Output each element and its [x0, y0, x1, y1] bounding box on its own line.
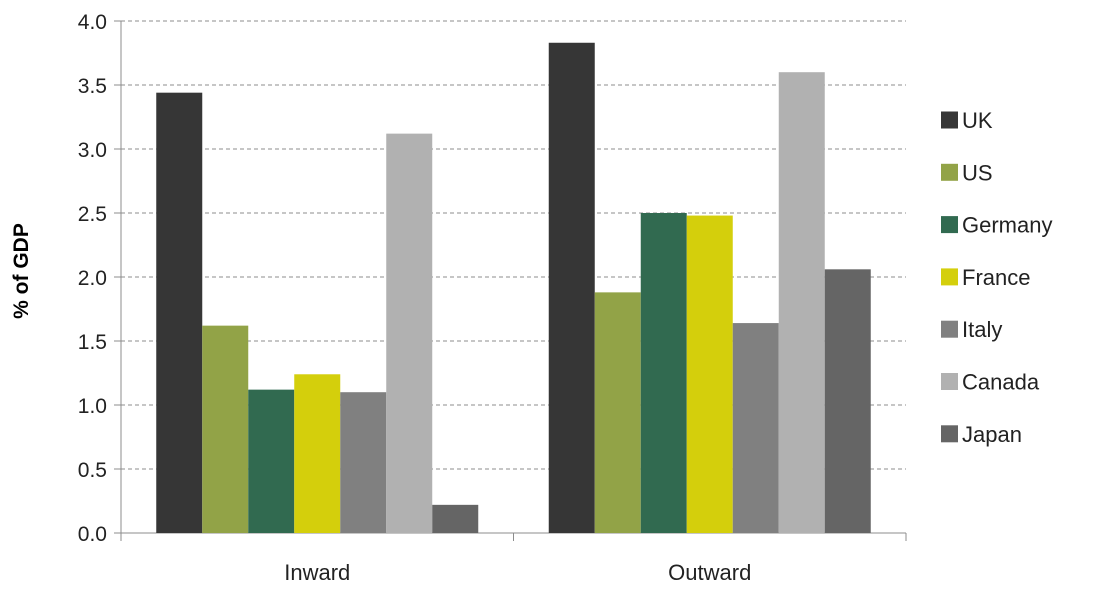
legend-label-canada: Canada — [962, 370, 1040, 395]
legend-swatch-canada — [941, 373, 958, 390]
bar-germany-inward — [248, 389, 295, 533]
legend-swatch-france — [941, 268, 958, 286]
legend-label-italy: Italy — [962, 317, 1002, 342]
legend-label-us: US — [962, 160, 993, 185]
tick-labels: 0.0 0.5 1.0 1.5 2.0 2.5 3.0 3.5 4.0 Inward Outward — [78, 11, 752, 585]
y-axis-label: % of GDP — [10, 223, 33, 319]
bar-us-inward — [202, 325, 249, 533]
bar-japan-outward — [824, 269, 871, 533]
legend-swatch-japan — [941, 425, 958, 443]
y-tick-label: 3.0 — [78, 139, 107, 162]
bar-france-inward — [294, 374, 341, 533]
y-tick-label: 2.0 — [78, 267, 107, 290]
bar-italy-inward — [340, 392, 387, 533]
y-tick-label: 0.5 — [78, 459, 107, 482]
y-tick-label: 3.5 — [78, 75, 107, 98]
legend-swatch-germany — [941, 216, 958, 234]
legend-label-france: France — [962, 265, 1030, 290]
x-category-label: Inward — [284, 560, 350, 585]
legend-label-japan: Japan — [962, 422, 1022, 447]
legend-swatch-italy — [941, 320, 958, 338]
x-category-label: Outward — [668, 560, 751, 585]
y-tick-label: 4.0 — [78, 11, 107, 34]
legend-label-germany: Germany — [962, 213, 1052, 238]
bar-uk-outward — [548, 42, 595, 533]
y-tick-label: 2.5 — [78, 203, 107, 226]
bar-uk-inward — [156, 92, 203, 534]
legend-swatch-us — [941, 163, 958, 181]
bars — [156, 42, 871, 534]
bar-germany-outward — [640, 213, 687, 533]
y-tick-label: 0.0 — [78, 523, 107, 546]
bar-japan-inward — [432, 504, 479, 533]
bar-us-outward — [594, 292, 641, 533]
legend: UK US Germany France Italy Canada Japan — [941, 108, 1052, 447]
y-tick-label: 1.5 — [78, 331, 107, 354]
bar-italy-outward — [732, 323, 779, 533]
bar-france-outward — [686, 215, 733, 533]
legend-swatch-uk — [941, 111, 958, 129]
bar-canada-outward — [778, 72, 825, 533]
bar-canada-inward — [386, 133, 433, 533]
legend-label-uk: UK — [962, 108, 993, 133]
y-tick-label: 1.0 — [78, 395, 107, 418]
